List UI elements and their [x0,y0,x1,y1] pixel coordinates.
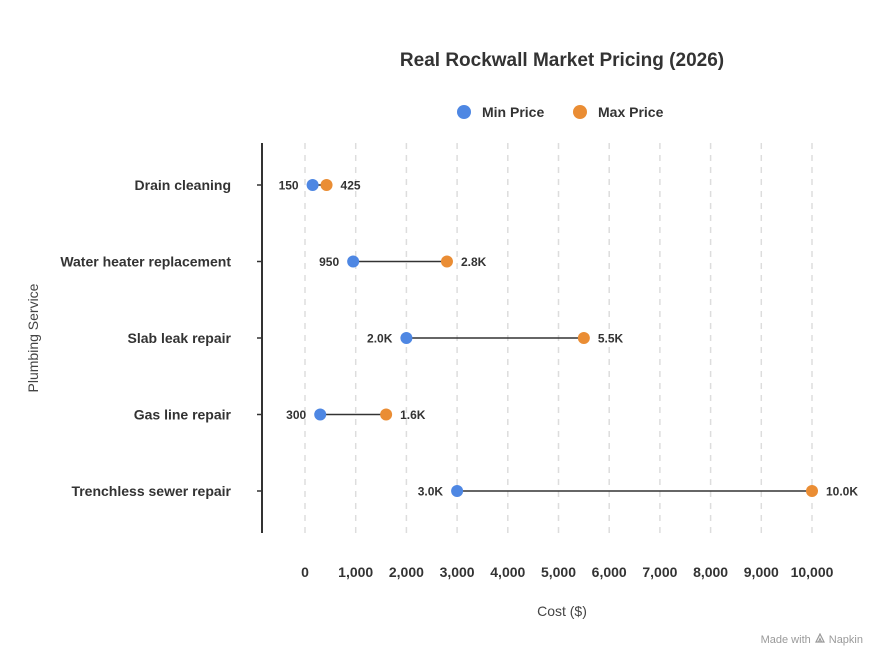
category-label: Slab leak repair [127,330,231,346]
x-tick-label: 10,000 [791,564,834,580]
y-axis-ticks [257,184,262,492]
min-price-point [400,332,413,344]
category-labels: Drain cleaning Water heater replacement Sl… [60,177,231,499]
min-price-point [451,485,464,497]
legend: Min Price Max Price [457,104,664,120]
y-axis-title: Plumbing Service [25,283,41,392]
min-price-label: 950 [319,255,339,269]
chart-title: Real Rockwall Market Pricing (2026) [400,50,724,71]
min-price-label: 150 [279,179,299,193]
napkin-logo-icon [814,632,825,646]
x-axis-tick-labels: 0 1,000 2,000 3,000 4,000 5,000 6,000 7,000 8,00… [301,564,834,580]
x-axis-title: Cost ($) [537,603,587,619]
x-tick-label: 9,000 [744,564,779,580]
max-price-label: 10.0K [826,485,858,499]
legend-max-label: Max Price [598,104,664,120]
made-with-text: Made with [760,633,811,646]
max-price-point [380,408,393,421]
x-tick-label: 1,000 [338,564,373,580]
max-price-point [440,255,453,268]
x-tick-label: 4,000 [490,564,525,580]
max-price-label: 425 [341,179,361,193]
data-marks: 150 425 950 2.8K 2.0K 5.5K 300 1.6K 3.0K 10.0K [279,179,859,499]
x-tick-label: 6,000 [592,564,627,580]
min-price-point [306,179,319,191]
x-tick-label: 8,000 [693,564,728,580]
min-price-label: 3.0K [418,485,444,499]
napkin-brand-text: Napkin [828,633,863,646]
category-label: Trenchless sewer repair [71,483,231,499]
max-price-point [320,179,333,191]
min-price-point [347,255,360,268]
x-tick-label: 3,000 [440,564,475,580]
min-price-label: 2.0K [367,332,393,346]
x-tick-label: 7,000 [642,564,677,580]
legend-min-label: Min Price [482,104,544,120]
x-tick-label: 0 [301,564,309,580]
max-price-label: 5.5K [598,332,624,346]
min-price-point [314,408,327,421]
x-tick-label: 2,000 [389,564,424,580]
legend-max-marker [573,105,587,119]
legend-min-marker [457,105,471,119]
max-price-label: 2.8K [461,255,487,269]
max-price-point [806,485,818,497]
category-label: Drain cleaning [135,177,231,193]
category-label: Water heater replacement [60,254,231,270]
min-price-label: 300 [286,408,306,422]
category-label: Gas line repair [134,407,232,423]
x-tick-label: 5,000 [541,564,576,580]
watermark: Made with Napkin [760,632,863,646]
max-price-label: 1.6K [400,408,426,422]
max-price-point [577,332,590,344]
